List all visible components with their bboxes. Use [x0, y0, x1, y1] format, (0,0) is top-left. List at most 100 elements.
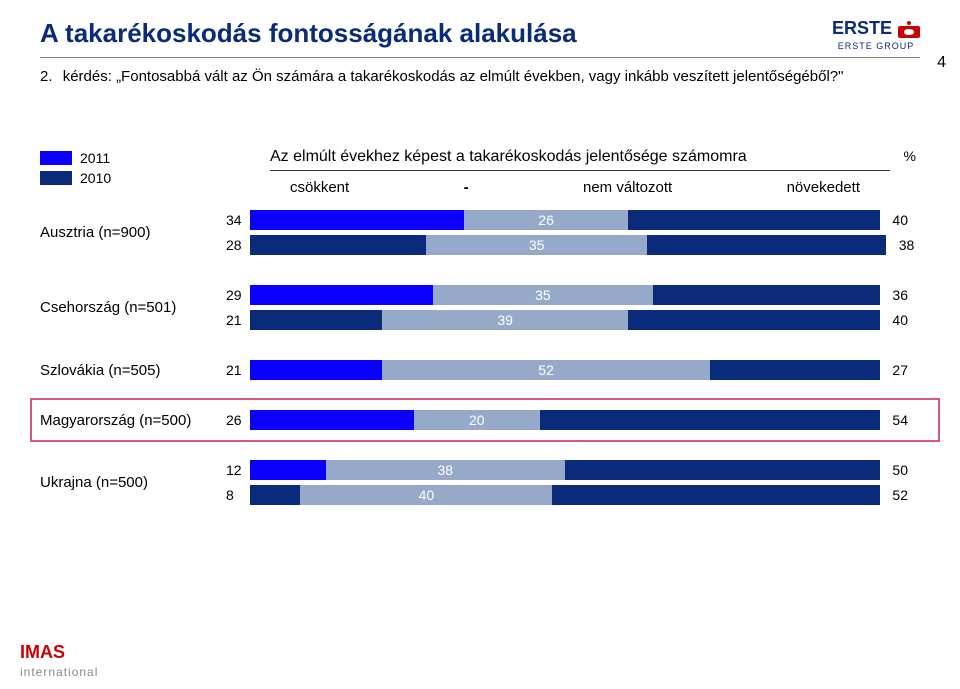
- value-unchanged: 20: [469, 412, 485, 428]
- country-label: Ausztria (n=900): [40, 224, 250, 241]
- value-decreased: 8: [226, 487, 234, 503]
- value-unchanged: 26: [538, 212, 554, 228]
- slide-title: A takarékoskodás fontosságának alakulása: [40, 18, 577, 49]
- question-number: 2.: [40, 68, 53, 85]
- legend-swatch: [40, 171, 72, 185]
- logo-row: ERSTE: [832, 18, 920, 39]
- bar-row: 8 40 52: [250, 485, 920, 505]
- segment-increased: 54: [540, 410, 880, 430]
- percent-symbol: %: [904, 148, 916, 164]
- value-increased: 52: [892, 487, 908, 503]
- value-increased: 36: [892, 287, 908, 303]
- value-decreased: 21: [226, 362, 242, 378]
- year-legend: 2011 2010: [40, 150, 111, 186]
- country-bars: 26 20 54: [250, 410, 920, 430]
- segment-unchanged: 26: [464, 210, 628, 230]
- value-unchanged: 38: [437, 462, 453, 478]
- value-increased: 54: [892, 412, 908, 428]
- subtitle-block: Az elmúlt évekhez képest a takarékoskodá…: [270, 148, 890, 196]
- value-increased: 50: [892, 462, 908, 478]
- bar-row: 28 35 38: [250, 235, 920, 255]
- country-group: Ausztria (n=900)34 26 40 28 35 38: [40, 210, 920, 255]
- value-unchanged: 35: [529, 237, 545, 253]
- segment-decreased: 26: [250, 410, 414, 430]
- value-increased: 40: [892, 212, 908, 228]
- segment-unchanged: 35: [433, 285, 654, 305]
- segment-unchanged: 38: [326, 460, 565, 480]
- segment-unchanged: 35: [426, 235, 647, 255]
- value-unchanged: 52: [538, 362, 554, 378]
- logo-sub: ERSTE GROUP: [838, 41, 915, 51]
- erste-logo: ERSTE ERSTE GROUP: [832, 18, 920, 51]
- category-row: csökkent - nem változott növekedett: [270, 179, 890, 196]
- segment-increased: 40: [628, 310, 880, 330]
- value-decreased: 26: [226, 412, 242, 428]
- value-decreased: 28: [226, 237, 242, 253]
- segment-increased: 50: [565, 460, 880, 480]
- segment-decreased: 8: [250, 485, 300, 505]
- footer-logo-sub: international: [20, 665, 98, 679]
- segment-decreased: 28: [250, 235, 426, 255]
- segment-unchanged: 52: [382, 360, 710, 380]
- bar-row: 21 39 40: [250, 310, 920, 330]
- segment-decreased: 29: [250, 285, 433, 305]
- country-bars: 12 38 50 8 40 52: [250, 460, 920, 505]
- bar-row: 34 26 40: [250, 210, 920, 230]
- chart-area: Ausztria (n=900)34 26 40 28 35 38 Csehország (…: [40, 210, 920, 535]
- footer-logo-main: IMAS: [20, 642, 65, 662]
- segment-unchanged: 20: [414, 410, 540, 430]
- segment-increased: 27: [710, 360, 880, 380]
- bar-row: 21 52 27: [250, 360, 920, 380]
- cat-unchanged: nem változott: [583, 179, 672, 196]
- segment-unchanged: 40: [300, 485, 552, 505]
- value-increased: 38: [899, 237, 915, 253]
- question-label: kérdés:: [63, 68, 112, 85]
- country-bars: 293536213940: [250, 285, 920, 330]
- country-label: Csehország (n=501): [40, 299, 250, 316]
- country-label: Magyarország (n=500): [40, 412, 250, 429]
- cat-decreased: csökkent: [290, 179, 349, 196]
- slide: A takarékoskodás fontosságának alakulása…: [0, 0, 960, 689]
- header-row: A takarékoskodás fontosságának alakulása…: [40, 18, 920, 51]
- bar-row: 293536: [250, 285, 920, 305]
- cat-dash: -: [464, 179, 469, 196]
- value-decreased: 29: [226, 287, 242, 303]
- title-rule: [40, 57, 920, 58]
- segment-increased: 52: [552, 485, 880, 505]
- segment-decreased: 21: [250, 310, 382, 330]
- subtitle-text: Az elmúlt évekhez képest a takarékoskodá…: [270, 148, 890, 171]
- legend-year-item: 2011: [40, 150, 111, 166]
- page-number: 4: [937, 54, 946, 72]
- segment-increased: 36: [653, 285, 880, 305]
- country-group: Ukrajna (n=500)12 38 50 8 40 52: [40, 460, 920, 505]
- country-group: Csehország (n=501)293536213940: [40, 285, 920, 330]
- value-increased: 27: [892, 362, 908, 378]
- segment-increased: 40: [628, 210, 880, 230]
- segment-unchanged: 39: [382, 310, 628, 330]
- legend-swatch: [40, 151, 72, 165]
- bar-row: 12 38 50: [250, 460, 920, 480]
- segment-decreased: 21: [250, 360, 382, 380]
- question-text: „Fontosabbá vált az Ön számára a takarék…: [116, 68, 843, 85]
- country-bars: 34 26 40 28 35 38: [250, 210, 920, 255]
- country-group: Magyarország (n=500)26 20 54: [40, 410, 920, 430]
- logo-s-icon: [898, 20, 920, 38]
- value-decreased: 21: [226, 312, 242, 328]
- segment-increased: 38: [647, 235, 886, 255]
- question-line: 2. kérdés: „Fontosabbá vált az Ön számár…: [40, 68, 920, 85]
- country-group: Szlovákia (n=505)21 52 27: [40, 360, 920, 380]
- value-unchanged: 40: [419, 487, 435, 503]
- footer-logo: IMAS international: [20, 643, 98, 679]
- legend-year-label: 2010: [80, 170, 111, 186]
- segment-decreased: 12: [250, 460, 326, 480]
- segment-decreased: 34: [250, 210, 464, 230]
- country-label: Ukrajna (n=500): [40, 474, 250, 491]
- value-unchanged: 39: [497, 312, 513, 328]
- value-decreased: 34: [226, 212, 242, 228]
- cat-increased: növekedett: [787, 179, 860, 196]
- value-increased: 40: [892, 312, 908, 328]
- bar-row: 26 20 54: [250, 410, 920, 430]
- country-bars: 21 52 27: [250, 360, 920, 380]
- legend-year-label: 2011: [80, 150, 110, 166]
- country-label: Szlovákia (n=505): [40, 362, 250, 379]
